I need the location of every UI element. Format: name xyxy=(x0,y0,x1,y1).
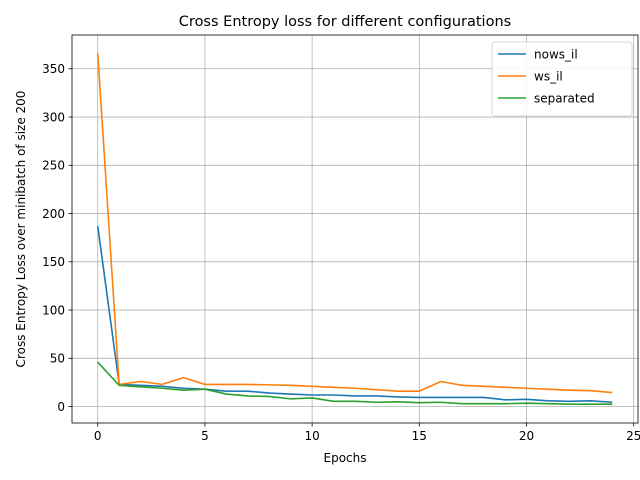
x-tick-label: 5 xyxy=(201,429,209,443)
legend: nows_il ws_il separated xyxy=(491,41,633,117)
x-tick-label: 10 xyxy=(304,429,319,443)
y-tick-label: 0 xyxy=(57,400,65,414)
x-tick-label: 0 xyxy=(94,429,102,443)
legend-label: ws_il xyxy=(534,69,563,83)
x-axis-label: Epochs xyxy=(324,451,367,465)
y-tick-label: 150 xyxy=(42,255,65,269)
x-tick-label: 20 xyxy=(519,429,534,443)
y-tick-label: 300 xyxy=(42,110,65,124)
y-tick-label: 100 xyxy=(42,303,65,317)
x-tick-label: 15 xyxy=(412,429,427,443)
x-tick-label: 25 xyxy=(626,429,640,443)
series-lines xyxy=(96,53,613,405)
y-tick-label: 350 xyxy=(42,62,65,76)
legend-label: nows_il xyxy=(534,47,578,61)
y-tick-label: 250 xyxy=(42,159,65,173)
chart-title: Cross Entropy loss for different configu… xyxy=(179,14,511,30)
y-tick-label: 50 xyxy=(50,352,65,366)
plot-area-frame xyxy=(71,34,639,424)
legend-label: separated xyxy=(534,91,595,105)
y-tick-label: 200 xyxy=(42,207,65,221)
series-line-nows_il xyxy=(96,225,613,404)
series-line-ws_il xyxy=(96,53,613,394)
series-line-separated xyxy=(97,361,613,405)
legend-box xyxy=(491,41,633,117)
y-axis-label: Cross Entropy Loss over minibatch of siz… xyxy=(14,91,28,368)
